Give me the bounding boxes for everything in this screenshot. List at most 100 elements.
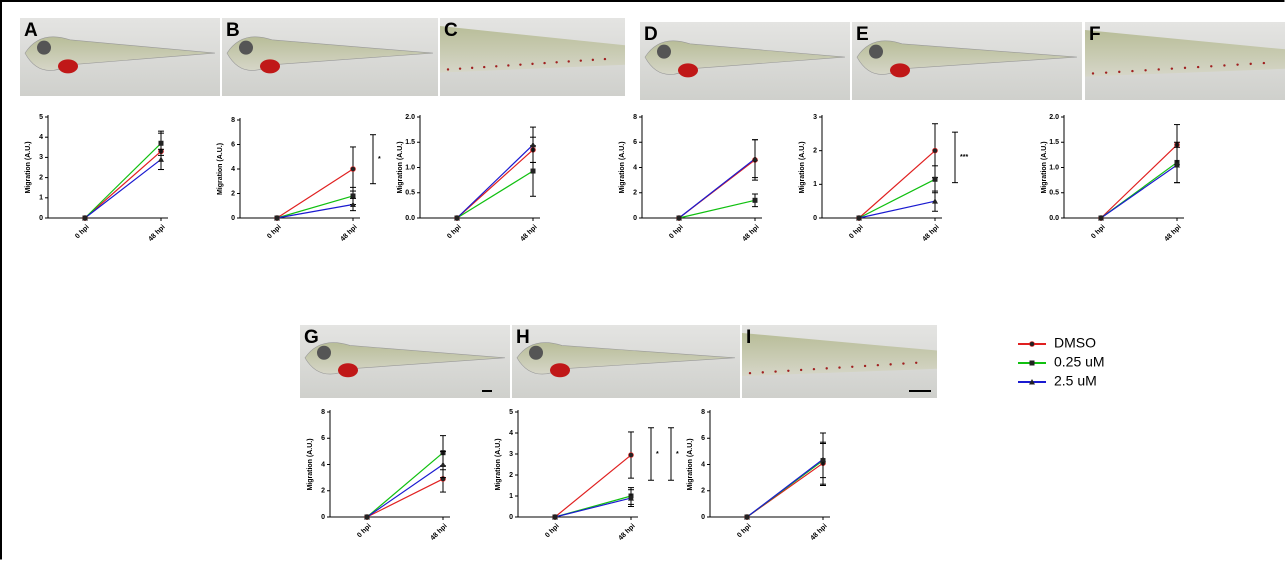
panel-letter: G bbox=[304, 327, 319, 348]
panel-letter: I bbox=[746, 327, 751, 348]
y-tick-label: 2 bbox=[39, 174, 43, 181]
marker bbox=[856, 215, 862, 221]
y-tick-label: 1 bbox=[813, 181, 817, 188]
y-tick-label: 8 bbox=[321, 409, 325, 416]
marker bbox=[82, 215, 88, 221]
y-tick-label: 4 bbox=[701, 461, 705, 468]
cell-dot bbox=[1236, 63, 1239, 66]
cell-dot bbox=[1196, 65, 1200, 69]
fish-body bbox=[226, 36, 434, 71]
cell-dot bbox=[863, 364, 867, 368]
marker bbox=[932, 147, 938, 154]
y-tick-label: 1 bbox=[39, 195, 43, 202]
scale-bar bbox=[482, 390, 492, 392]
cell-dot bbox=[507, 64, 510, 67]
cell-dot bbox=[1131, 69, 1134, 73]
series-line bbox=[858, 150, 936, 219]
eye bbox=[317, 345, 331, 360]
cell-dot bbox=[1262, 61, 1266, 65]
cell-dot bbox=[555, 61, 558, 64]
cell-dot bbox=[1144, 69, 1147, 72]
cell-dot bbox=[889, 363, 892, 366]
y-tick-label: 2.0 bbox=[1049, 114, 1059, 121]
eye bbox=[657, 44, 671, 59]
y-tick-label: 8 bbox=[231, 117, 235, 124]
marker bbox=[932, 176, 938, 182]
marker bbox=[350, 193, 356, 199]
y-tick-label: 1.5 bbox=[405, 139, 415, 146]
cell-dot bbox=[446, 68, 450, 71]
y-tick-label: 3 bbox=[509, 451, 513, 458]
marker bbox=[744, 514, 750, 520]
eye bbox=[869, 44, 883, 59]
yolk bbox=[890, 63, 910, 78]
y-tick-label: 8 bbox=[633, 114, 637, 121]
y-tick-label: 8 bbox=[701, 409, 705, 416]
marker bbox=[158, 156, 164, 162]
y-tick-label: 1.5 bbox=[1049, 139, 1059, 146]
cell-dot bbox=[748, 371, 752, 375]
y-tick-label: 2 bbox=[231, 190, 235, 197]
cell-dot bbox=[470, 66, 474, 70]
marker bbox=[752, 155, 758, 162]
series-line bbox=[678, 158, 756, 219]
y-axis-label: Migration (A.U.) bbox=[495, 438, 502, 490]
cell-dot bbox=[774, 370, 777, 373]
fish-body bbox=[516, 342, 736, 375]
series-line bbox=[456, 170, 534, 219]
y-tick-label: 6 bbox=[633, 139, 637, 146]
series-line bbox=[678, 199, 756, 219]
cell-dot bbox=[876, 363, 880, 367]
yolk bbox=[260, 59, 280, 74]
cell-dot bbox=[851, 365, 854, 368]
y-tick-label: 3 bbox=[813, 114, 817, 121]
y-tick-label: 6 bbox=[321, 435, 325, 442]
y-axis-label: Migration (A.U.) bbox=[799, 141, 806, 193]
cell-dot bbox=[915, 361, 918, 364]
cell-dot bbox=[1249, 62, 1252, 66]
cell-dot bbox=[761, 371, 764, 374]
y-tick-label: 4 bbox=[231, 166, 235, 173]
marker bbox=[752, 197, 758, 203]
legend-label: 2.5 uM bbox=[1054, 373, 1097, 389]
y-tick-label: 0 bbox=[231, 215, 235, 222]
marker bbox=[552, 514, 558, 520]
series-line bbox=[858, 178, 936, 219]
marker bbox=[440, 461, 446, 467]
series-line bbox=[84, 150, 162, 219]
series-line bbox=[1100, 164, 1178, 219]
cell-dot bbox=[543, 61, 546, 65]
y-tick-label: 0 bbox=[509, 514, 513, 521]
y-tick-label: 4 bbox=[509, 430, 513, 437]
fish-body bbox=[1085, 30, 1285, 77]
marker bbox=[158, 140, 164, 146]
y-tick-label: 0 bbox=[39, 215, 43, 222]
yolk bbox=[550, 363, 570, 378]
y-tick-label: 6 bbox=[701, 435, 705, 442]
y-axis-label: Migration (A.U.) bbox=[307, 438, 314, 490]
series-line bbox=[366, 452, 444, 518]
y-tick-label: 0 bbox=[701, 514, 705, 521]
panel-letter: H bbox=[516, 327, 530, 348]
legend-label: DMSO bbox=[1054, 335, 1096, 351]
y-tick-label: 0 bbox=[321, 514, 325, 521]
cell-dot bbox=[825, 367, 828, 370]
cell-dot bbox=[1118, 70, 1121, 74]
cell-dot bbox=[902, 362, 905, 365]
marker bbox=[1029, 341, 1035, 347]
y-tick-label: 5 bbox=[39, 114, 43, 121]
panel-letter: C bbox=[444, 20, 458, 41]
cell-dot bbox=[591, 58, 595, 62]
panel-letter: A bbox=[24, 20, 38, 41]
marker bbox=[676, 215, 682, 221]
series-line bbox=[84, 158, 162, 219]
marker bbox=[530, 168, 536, 174]
y-tick-label: 4 bbox=[321, 461, 325, 468]
y-tick-label: 2 bbox=[813, 148, 817, 155]
marker bbox=[820, 456, 826, 462]
marker bbox=[1098, 215, 1104, 221]
cell-dot bbox=[799, 368, 803, 372]
y-tick-label: 0.0 bbox=[405, 215, 415, 222]
eye bbox=[37, 40, 51, 55]
marker bbox=[932, 198, 938, 204]
